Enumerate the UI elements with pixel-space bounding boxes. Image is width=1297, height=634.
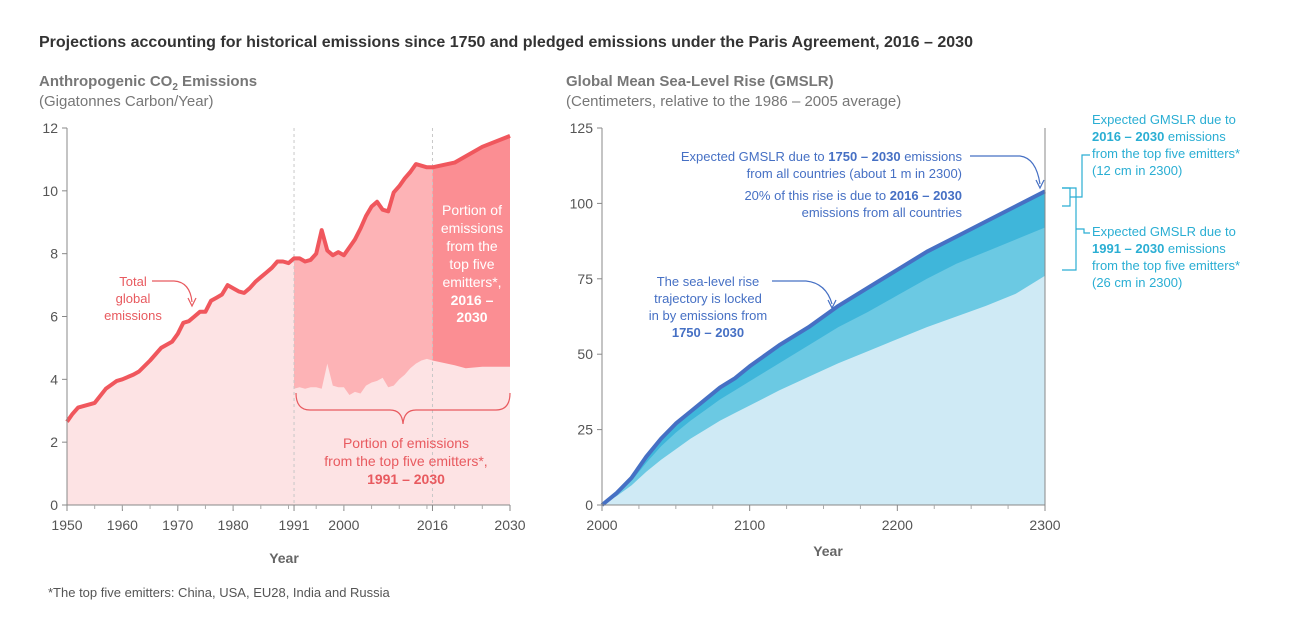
- emissions-chart: 0 2 4 6 8 10 12 1950 1960 1970 1980 1991 2000 2016 20…: [42, 120, 525, 566]
- cyan1-label-2: 2016 – 2030 emissions: [1092, 129, 1226, 144]
- emissions-panel-subtitle: (Gigatonnes Carbon/Year): [39, 93, 214, 110]
- gmslr-y-tick-label: 50: [577, 346, 593, 362]
- total-global-label-3: emissions: [104, 308, 162, 323]
- total-global-arrow: [152, 280, 193, 303]
- gmslr-panel-subtitle: (Centimeters, relative to the 1986 – 200…: [566, 93, 902, 110]
- bracket-1991-large: [1062, 187, 1077, 271]
- cyan1-label-3: from the top five emitters*: [1092, 146, 1240, 161]
- gmslr-x-tick-label: 2000: [586, 517, 617, 533]
- top5-2016-label-4: top five: [449, 256, 494, 272]
- emissions-y-tick-label: 2: [50, 434, 58, 450]
- top5-2016-label-2: emissions: [441, 220, 503, 236]
- gmslr-x-tick-label: 2100: [734, 517, 765, 533]
- emissions-x-tick-label: 2000: [328, 517, 359, 533]
- cyan2-label-2: 1991 – 2030 emissions: [1092, 241, 1226, 256]
- gmslr-y-tick-label: 100: [570, 195, 594, 211]
- gmslr-y-tick-label: 25: [577, 422, 593, 438]
- top5-2016-label-1: Portion of: [442, 202, 502, 218]
- top5-2016-label-3: from the: [446, 238, 498, 254]
- gmslr-y-tick-label: 125: [570, 120, 594, 136]
- twenty-label-2: emissions from all countries: [802, 205, 963, 220]
- emissions-x-tick-label: 1970: [162, 517, 193, 533]
- expected-label-2: from all countries (about 1 m in 2300): [747, 166, 962, 181]
- locked-label-3: in by emissions from: [649, 308, 767, 323]
- gmslr-panel-title: Global Mean Sea-Level Rise (GMSLR): [566, 73, 834, 90]
- emissions-y-tick-label: 4: [50, 371, 58, 387]
- emissions-y-tick-label: 0: [50, 497, 58, 513]
- footnote: *The top five emitters: China, USA, EU28…: [48, 585, 390, 600]
- bracket-2016-connector: [1070, 154, 1090, 198]
- emissions-x-tick-label: 2016: [417, 517, 448, 533]
- gmslr-chart: 0 25 50 75 100 125 2000 2100 2200 2300 Year Expe…: [570, 112, 1240, 559]
- top5-1991-label-1: Portion of emissions: [343, 435, 469, 451]
- total-global-label-2: global: [116, 291, 151, 306]
- bracket-2016-small: [1062, 187, 1071, 207]
- expected-arrowhead: [1035, 179, 1045, 190]
- locked-label-2: trajectory is locked: [654, 291, 762, 306]
- top-five-1991-2030-area: [294, 164, 433, 395]
- top5-2016-label-6: 2016 –: [451, 292, 494, 308]
- expected-arrow: [970, 155, 1041, 185]
- top-five-1991-brace: [295, 392, 511, 425]
- locked-label-1: The sea-level rise: [657, 274, 760, 289]
- top5-2016-label-7: 2030: [456, 309, 487, 325]
- gmslr-expected-line: [600, 189, 1046, 507]
- gmslr-locked-trajectory-area: [602, 275, 1045, 505]
- cyan2-label-3: from the top five emitters*: [1092, 258, 1240, 273]
- top-five-2016-2030-area: [432, 135, 510, 369]
- total-global-label-1: Total: [119, 274, 147, 289]
- top5-1991-label-2: from the top five emitters*,: [324, 453, 487, 469]
- emissions-y-tick-label: 8: [50, 246, 58, 262]
- top-five-2016-annotation: Portion of emissions from the top five e…: [441, 202, 503, 325]
- emissions-y-tick-label: 6: [50, 309, 58, 325]
- top5-1991-label-3: 1991 – 2030: [367, 471, 445, 487]
- gmslr-x-ticks: 2000 2100 2200 2300: [586, 505, 1061, 533]
- gmslr-y-tick-label: 0: [585, 497, 593, 513]
- locked-trajectory-annotation: The sea-level rise trajectory is locked …: [649, 274, 837, 340]
- gmslr-y-tick-label: 75: [577, 271, 593, 287]
- emissions-panel-title: Anthropogenic CO2 Emissions: [39, 73, 257, 93]
- cyan1-label-1: Expected GMSLR due to: [1092, 112, 1236, 127]
- twenty-label-1: 20% of this rise is due to 2016 – 2030: [744, 188, 962, 203]
- emissions-title-subscript: 2: [172, 82, 178, 93]
- emissions-y-ticks: 0 2 4 6 8 10 12: [42, 120, 67, 513]
- cyan2-label-1: Expected GMSLR due to: [1092, 224, 1236, 239]
- emissions-x-tick-label: 1950: [51, 517, 82, 533]
- cyan1-label-4: (12 cm in 2300): [1092, 163, 1182, 178]
- emissions-title-prefix: Anthropogenic CO: [39, 73, 173, 90]
- total-global-arrowhead: [187, 297, 197, 308]
- top5-2016-label-5: emitters*,: [442, 274, 501, 290]
- cyan-1991-annotation: Expected GMSLR due to 1991 – 2030 emissi…: [1092, 224, 1240, 290]
- expected-label-1: Expected GMSLR due to 1750 – 2030 emissi…: [681, 149, 963, 164]
- emissions-x-tick-label: 2030: [494, 517, 525, 533]
- locked-arrowhead: [827, 299, 837, 310]
- cyan2-label-4: (26 cm in 2300): [1092, 275, 1182, 290]
- emissions-x-tick-label: 1960: [107, 517, 138, 533]
- emissions-y-tick-label: 12: [42, 120, 58, 136]
- total-global-emissions-line: [65, 134, 511, 423]
- emissions-x-axis-label: Year: [269, 550, 299, 566]
- emissions-x-tick-label: 1991: [278, 517, 309, 533]
- gmslr-y-ticks: 0 25 50 75 100 125: [570, 120, 602, 513]
- locked-arrow: [772, 280, 833, 305]
- gmslr-x-tick-label: 2300: [1029, 517, 1060, 533]
- expected-gmslr-annotation: Expected GMSLR due to 1750 – 2030 emissi…: [681, 149, 1045, 220]
- emissions-y-tick-label: 10: [42, 183, 58, 199]
- gmslr-x-axis-label: Year: [813, 543, 843, 559]
- emissions-x-tick-label: 1980: [218, 517, 249, 533]
- total-global-annotation: Total global emissions: [104, 274, 197, 323]
- gmslr-x-tick-label: 2200: [882, 517, 913, 533]
- locked-label-4: 1750 – 2030: [672, 325, 744, 340]
- main-title: Projections accounting for historical em…: [39, 34, 973, 51]
- cyan-2016-annotation: Expected GMSLR due to 2016 – 2030 emissi…: [1092, 112, 1240, 178]
- emissions-x-ticks: 1950 1960 1970 1980 1991 2000 2016 2030: [51, 505, 526, 533]
- bracket-1991-connector: [1076, 228, 1090, 234]
- emissions-title-suffix: Emissions: [177, 73, 258, 90]
- top-five-1991-annotation: Portion of emissions from the top five e…: [324, 435, 487, 487]
